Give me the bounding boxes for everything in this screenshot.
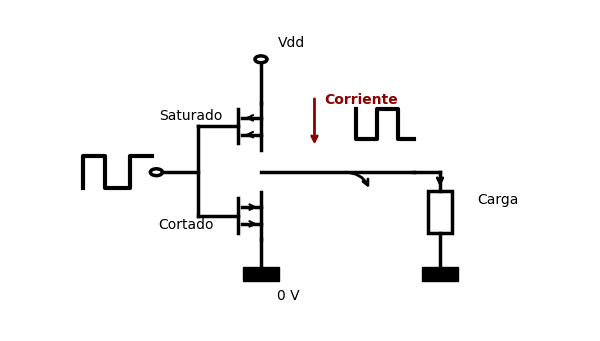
Text: Vdd: Vdd [278,36,305,50]
Text: Saturado: Saturado [158,109,222,123]
Bar [428,191,452,233]
Text: Cortado: Cortado [158,218,214,232]
Text: Carga: Carga [477,193,518,207]
Bar [422,267,458,281]
Text: Corriente: Corriente [324,93,398,107]
Bar [244,267,278,281]
Text: 0 V: 0 V [277,289,300,303]
